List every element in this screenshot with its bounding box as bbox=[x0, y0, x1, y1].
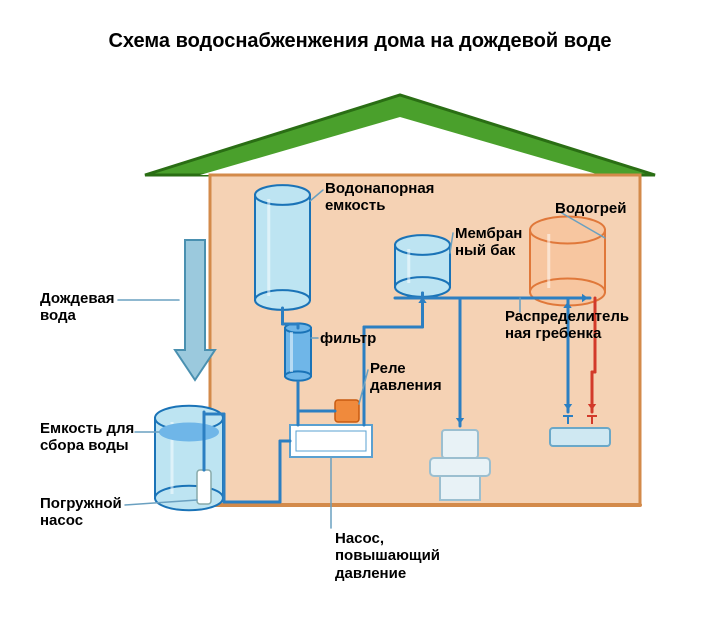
label-water-heater: Водогрей bbox=[555, 200, 626, 217]
label-collection-tank: Емкость для сбора воды bbox=[40, 420, 134, 455]
label-submersible-pump: Погружной насос bbox=[40, 495, 122, 530]
label-rainwater: Дождевая вода bbox=[40, 290, 114, 325]
label-filter: фильтр bbox=[320, 330, 376, 347]
label-pressure-relay: Реле давления bbox=[370, 360, 442, 395]
label-booster-pump: Насос, повышающий давление bbox=[335, 530, 440, 582]
label-distributor: Распределитель ная гребенка bbox=[505, 308, 629, 343]
label-water-tower-tank: Водонапорная емкость bbox=[325, 180, 434, 215]
label-membrane-tank: Мембран ный бак bbox=[455, 225, 522, 260]
diagram-stage: Схема водоснабженжения дома на дождевой … bbox=[0, 0, 723, 636]
